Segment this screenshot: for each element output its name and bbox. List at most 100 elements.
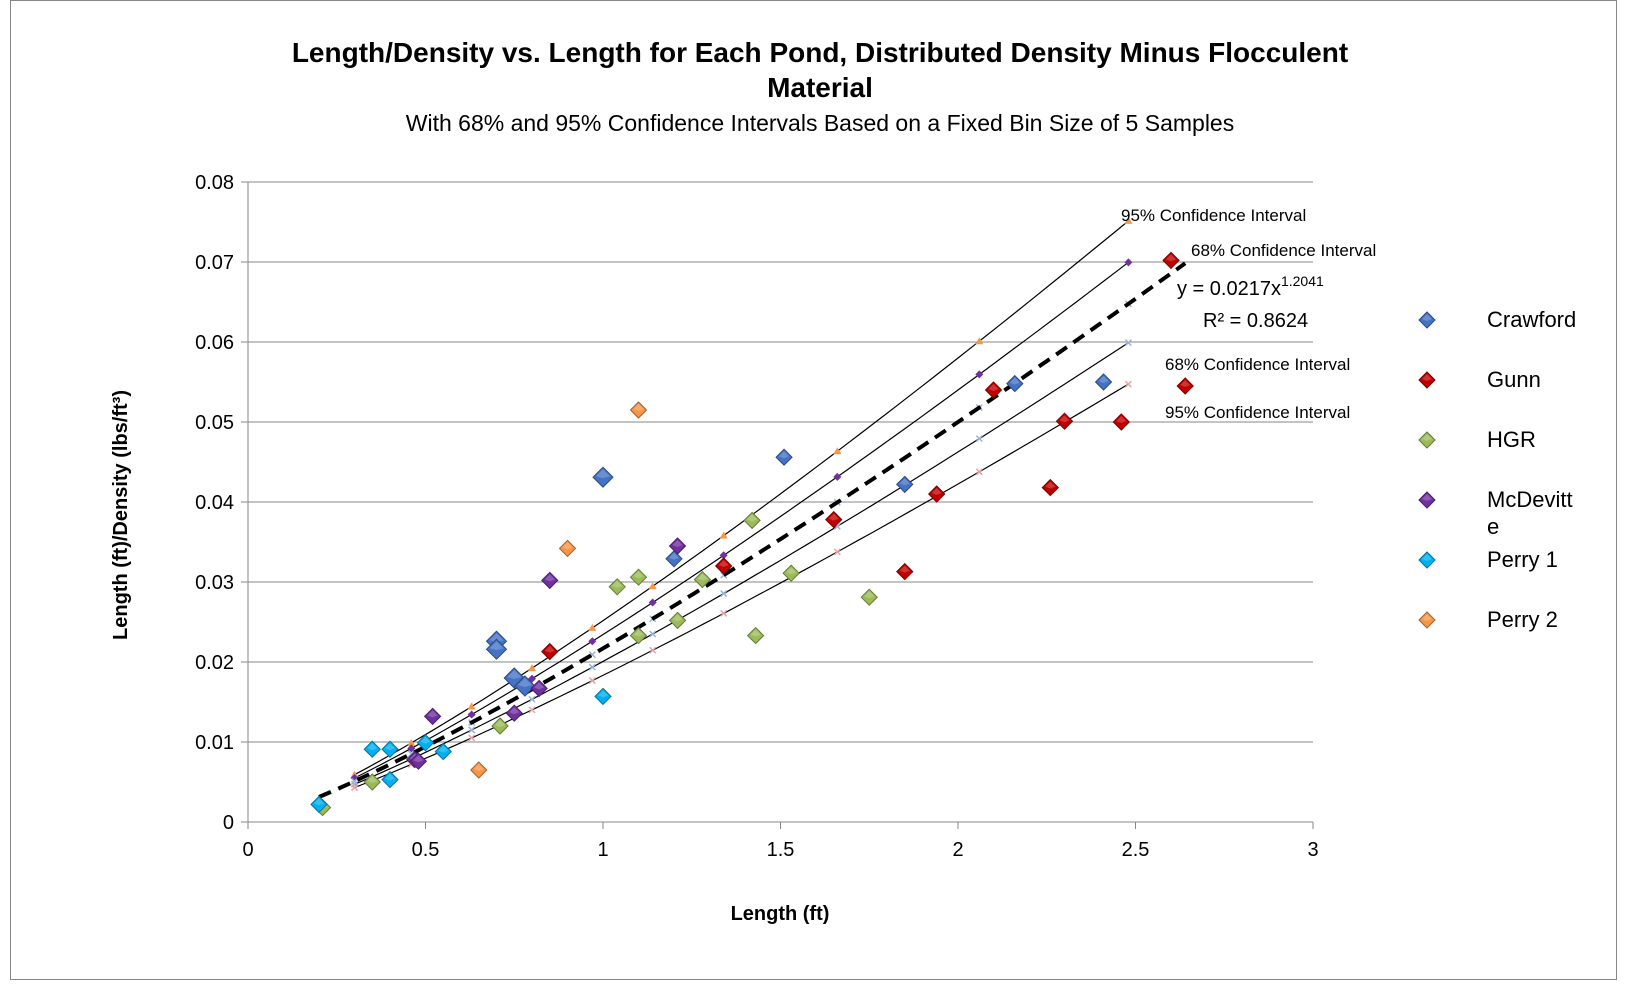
point-hgr-highlight xyxy=(633,629,644,637)
band-marker xyxy=(407,738,416,746)
band-marker xyxy=(649,646,657,654)
point-perry-1-highlight xyxy=(598,690,608,698)
confidence-band-line xyxy=(354,261,1129,779)
chart-subtitle: With 68% and 95% Confidence Intervals Ba… xyxy=(406,110,1234,136)
point-gunn-highlight xyxy=(1116,416,1127,423)
point-gunn-highlight xyxy=(1059,415,1070,423)
point-perry-1-highlight xyxy=(385,743,395,751)
point-crawford-highlight xyxy=(596,469,610,479)
point-perry-1-highlight xyxy=(438,745,449,753)
band-marker xyxy=(407,744,416,753)
point-crawford-highlight xyxy=(517,678,532,687)
band-marker xyxy=(1124,380,1132,388)
grid-lines xyxy=(248,181,1313,743)
y-tick-label: 0.05 xyxy=(195,412,234,434)
legend-label-gunn: Gunn xyxy=(1487,367,1541,392)
band-marker xyxy=(720,590,728,598)
band-marker xyxy=(720,609,728,617)
band-marker xyxy=(1124,216,1133,224)
point-crawford-highlight xyxy=(899,478,910,486)
band-marker xyxy=(588,677,596,685)
band-marker xyxy=(468,726,476,734)
legend-label-hgr: HGR xyxy=(1487,427,1536,452)
band-marker xyxy=(467,710,476,719)
band-marker xyxy=(528,706,536,714)
y-tick-label: 0.01 xyxy=(195,732,234,754)
band-label-upper-95: 95% Confidence Interval xyxy=(1121,206,1306,225)
band-marker xyxy=(528,695,536,703)
point-perry-2-highlight xyxy=(633,404,644,411)
band-marker xyxy=(528,664,536,672)
point-hgr-highlight xyxy=(495,720,506,727)
band-marker xyxy=(648,598,657,607)
band-label-lower-95: 95% Confidence Interval xyxy=(1165,403,1350,422)
point-hgr-highlight xyxy=(747,514,758,522)
band-label-lower-68: 68% Confidence Interval xyxy=(1165,355,1350,374)
x-tick-label: 3 xyxy=(1307,839,1318,861)
point-hgr-highlight xyxy=(864,591,875,599)
band-marker xyxy=(975,468,983,476)
band-marker xyxy=(468,734,476,742)
point-crawford-highlight xyxy=(489,633,504,643)
legend-marker-crawford-highlight xyxy=(1422,314,1432,321)
point-perry-1-highlight xyxy=(385,773,395,781)
point-mcdevitte-highlight xyxy=(672,540,683,547)
point-crawford-highlight xyxy=(1098,376,1109,383)
legend-marker-gunn-highlight xyxy=(1422,374,1432,381)
point-hgr-highlight xyxy=(786,567,797,575)
point-gunn-highlight xyxy=(718,560,729,567)
band-marker xyxy=(467,702,476,710)
point-perry-1-highlight xyxy=(367,743,378,751)
point-hgr-highlight xyxy=(367,776,378,783)
y-tick-label: 0.06 xyxy=(195,332,234,354)
point-mcdevitte-highlight xyxy=(544,574,555,582)
band-marker xyxy=(588,623,597,631)
point-gunn-highlight xyxy=(988,384,999,391)
trendline-equation: y = 0.0217x1.2041 xyxy=(1177,273,1324,300)
confidence-band-line xyxy=(354,220,1129,776)
band-marker xyxy=(975,435,983,443)
band-marker xyxy=(719,551,728,560)
point-perry-2-highlight xyxy=(473,764,484,771)
point-gunn-highlight xyxy=(1166,254,1176,262)
point-perry-1-highlight xyxy=(420,736,431,744)
y-tick-label: 0.04 xyxy=(195,492,234,514)
band-marker xyxy=(833,472,842,481)
trendline-equation-base: y = 0.0217x xyxy=(1177,278,1281,300)
band-marker xyxy=(719,531,728,539)
x-tick-label: 1.5 xyxy=(767,839,795,861)
point-gunn-highlight xyxy=(544,645,555,653)
band-marker xyxy=(588,637,597,646)
point-crawford-highlight xyxy=(507,670,522,679)
confidence-bands xyxy=(354,220,1129,789)
confidence-band-line xyxy=(354,383,1129,789)
y-tick-label: 0.02 xyxy=(195,652,234,674)
point-crawford-highlight xyxy=(1009,377,1020,385)
legend-label-perry-1: Perry 1 xyxy=(1487,547,1558,572)
trendline xyxy=(318,261,1187,799)
legend-marker-mcdevitte-highlight xyxy=(1422,494,1432,501)
point-crawford-highlight xyxy=(669,552,679,560)
band-marker xyxy=(975,337,984,345)
point-perry-2-highlight xyxy=(562,542,573,550)
point-gunn-highlight xyxy=(828,513,839,521)
y-axis-title: Length (ft)/Density (lbs/ft³) xyxy=(110,390,132,640)
point-gunn-highlight xyxy=(1180,380,1191,387)
tick-labels: 0 0.01 0.02 0.03 0.04 0.05 0.06 0.07 0.08 0 0.5 1 1.… xyxy=(195,172,1319,861)
point-mcdevitte-highlight xyxy=(509,707,520,715)
point-mcdevitte-highlight xyxy=(427,710,438,718)
trendline-r-squared: R² = 0.8624 xyxy=(1203,310,1308,332)
x-tick-label: 0 xyxy=(242,839,253,861)
band-marker xyxy=(649,630,657,638)
band-marker xyxy=(1124,339,1132,347)
point-hgr-highlight xyxy=(672,614,683,622)
y-tick-label: 0.03 xyxy=(195,572,234,594)
band-marker xyxy=(648,582,657,590)
data-points xyxy=(310,251,1194,817)
band-marker xyxy=(1124,258,1133,267)
y-tick-label: 0.08 xyxy=(195,172,234,194)
point-gunn-highlight xyxy=(931,488,942,495)
